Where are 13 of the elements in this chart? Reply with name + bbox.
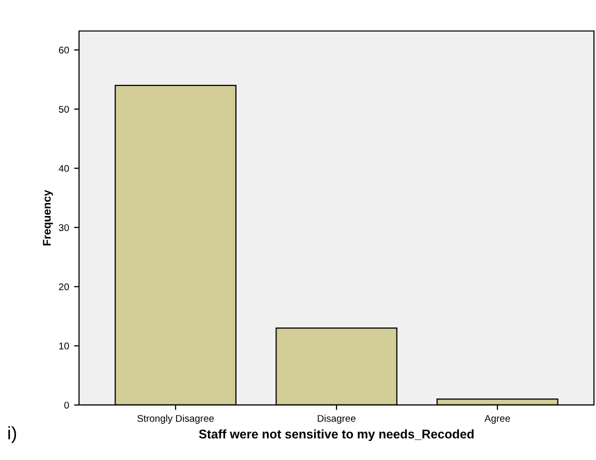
y-tick-label: 10 — [59, 342, 69, 350]
text: i) — [8, 426, 16, 444]
y-tick-label: 20 — [58, 283, 69, 290]
x-axis-title: Staff were not sensitive to my needs_Recoded — [198, 429, 474, 441]
x-tick-label: Agree — [484, 415, 510, 424]
x-tick-label: Disagree — [318, 414, 356, 424]
y-tick-label: 0 — [64, 402, 69, 409]
y-tick-label: 60 — [58, 46, 69, 54]
y-axis-title: Frequency — [42, 190, 53, 246]
y-tick-label: 40 — [58, 165, 69, 172]
y-tick-label: 50 — [58, 106, 69, 113]
x-tick-label: Strongly Disagree — [137, 414, 214, 424]
y-tick-label: 30 — [58, 224, 69, 232]
